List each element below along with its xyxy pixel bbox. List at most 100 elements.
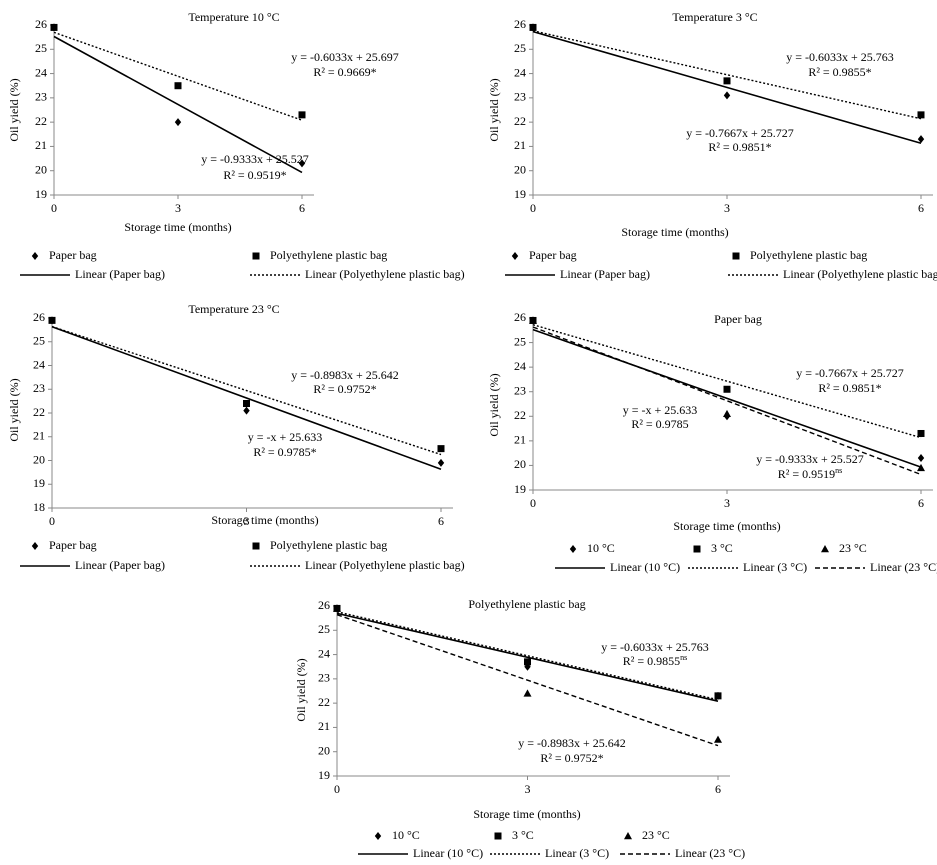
- y-tick-label: 23: [514, 90, 526, 104]
- y-tick-label: 18: [33, 500, 45, 514]
- x-axis-label: Storage time (months): [211, 513, 318, 527]
- y-tick-label: 23: [33, 381, 45, 395]
- marker: [174, 118, 182, 127]
- marker: [48, 316, 56, 324]
- trend-line: [532, 326, 922, 476]
- annotation: R² = 0.9752*: [540, 751, 603, 765]
- x-axis-label: Storage time (months): [621, 225, 728, 239]
- legend-label: Paper bag: [49, 248, 97, 262]
- y-tick-label: 19: [33, 476, 45, 490]
- marker: [437, 445, 445, 453]
- legend-label: Polyethylene plastic bag: [750, 248, 867, 262]
- y-tick-label: 22: [318, 695, 330, 709]
- chart-title: Temperature 3 °C: [672, 10, 757, 24]
- y-tick-label: 23: [318, 671, 330, 685]
- annotation: y = -0.6033x + 25.697: [291, 50, 399, 64]
- y-tick-label: 24: [318, 646, 330, 660]
- y-axis-label: Oil yield (%): [294, 658, 308, 721]
- marker: [714, 735, 722, 743]
- trend-line: [532, 324, 922, 439]
- legend-label: Linear (Paper bag): [75, 267, 165, 281]
- y-axis-label: Oil yield (%): [487, 373, 501, 436]
- chart-title: Polyethylene plastic bag: [468, 597, 585, 611]
- y-tick-label: 23: [35, 90, 47, 104]
- legend-label: Polyethylene plastic bag: [270, 248, 387, 262]
- legend-label: Polyethylene plastic bag: [270, 538, 387, 552]
- annotation: y = -0.9333x + 25.527: [756, 452, 864, 466]
- x-tick-label: 3: [724, 201, 730, 215]
- y-tick-label: 22: [514, 114, 526, 128]
- legend-label: 3 °C: [711, 541, 733, 555]
- annotation: R² = 0.9669*: [313, 65, 376, 79]
- trend-line: [53, 35, 303, 174]
- marker: [529, 23, 537, 31]
- legend-marker: [374, 832, 382, 840]
- y-axis-label: Oil yield (%): [487, 78, 501, 141]
- legend-marker: [569, 545, 577, 553]
- annotation: R² = 0.9851*: [708, 140, 771, 154]
- legend-label: Linear (Paper bag): [560, 267, 650, 281]
- legend-marker: [31, 542, 39, 550]
- legend-label: 23 °C: [642, 828, 670, 842]
- marker: [917, 111, 925, 119]
- y-tick-label: 21: [35, 138, 47, 152]
- chart-title: Temperature 10 °C: [188, 10, 279, 24]
- legend-label: 10 °C: [392, 828, 420, 842]
- y-tick-label: 20: [35, 162, 47, 176]
- x-tick-label: 3: [175, 201, 181, 215]
- marker: [243, 400, 250, 407]
- y-tick-label: 20: [514, 162, 526, 176]
- y-tick-label: 26: [318, 598, 330, 612]
- legend-label: Paper bag: [49, 538, 97, 552]
- y-tick-label: 24: [33, 357, 45, 371]
- chart-title: Temperature 23 °C: [188, 302, 279, 316]
- trend-line: [336, 614, 719, 747]
- chart: Polyethylene plastic bag Oil yield (%) Sto…: [294, 597, 745, 860]
- marker: [437, 458, 445, 467]
- marker: [917, 429, 925, 437]
- legend-label: Paper bag: [529, 248, 577, 262]
- annotation-text: R² = 0.9519: [778, 467, 835, 481]
- y-tick-label: 19: [514, 187, 526, 201]
- x-tick-label: 6: [438, 514, 444, 528]
- marker: [50, 23, 58, 31]
- x-axis-label: Storage time (months): [473, 807, 580, 821]
- annotation: y = -0.9333x + 25.527: [201, 152, 309, 166]
- y-tick-label: 19: [35, 187, 47, 201]
- annotation: R² = 0.9851*: [818, 381, 881, 395]
- y-tick-label: 26: [33, 310, 45, 324]
- chart-title: Paper bag: [714, 312, 762, 326]
- y-tick-label: 25: [514, 334, 526, 348]
- legend-label: Linear (Paper bag): [75, 558, 165, 572]
- x-tick-label: 6: [918, 201, 924, 215]
- annotation: R² = 0.9519*: [223, 168, 286, 182]
- chart: Temperature 10 °C Oil yield (%) Storage ti…: [7, 10, 465, 281]
- x-tick-label: 6: [918, 496, 924, 510]
- x-tick-label: 0: [334, 782, 340, 796]
- annotation: R² = 0.9785: [631, 417, 688, 431]
- y-tick-label: 21: [514, 138, 526, 152]
- y-tick-label: 26: [35, 17, 47, 31]
- y-tick-label: 24: [514, 65, 526, 79]
- legend-marker: [511, 252, 519, 260]
- y-tick-label: 20: [33, 452, 45, 466]
- y-tick-label: 19: [318, 768, 330, 782]
- annotation: y = -0.8983x + 25.642: [518, 736, 626, 750]
- marker: [523, 689, 532, 697]
- legend-label: 10 °C: [587, 541, 615, 555]
- annotation-superscript: ns: [835, 466, 842, 475]
- annotation: y = -0.8983x + 25.642: [291, 368, 399, 382]
- annotation: y = -0.7667x + 25.727: [796, 366, 904, 380]
- legend-marker: [821, 545, 829, 553]
- legend-label: Linear (3 °C): [743, 560, 807, 574]
- x-tick-label: 6: [715, 782, 721, 796]
- y-tick-label: 21: [318, 719, 330, 733]
- marker: [524, 658, 531, 666]
- annotation: R² = 0.9855ns: [623, 653, 688, 668]
- x-tick-label: 6: [299, 201, 305, 215]
- y-tick-label: 22: [33, 405, 45, 419]
- y-tick-label: 19: [514, 482, 526, 496]
- x-axis-label: Storage time (months): [124, 220, 231, 234]
- annotation-superscript: ns: [680, 653, 687, 662]
